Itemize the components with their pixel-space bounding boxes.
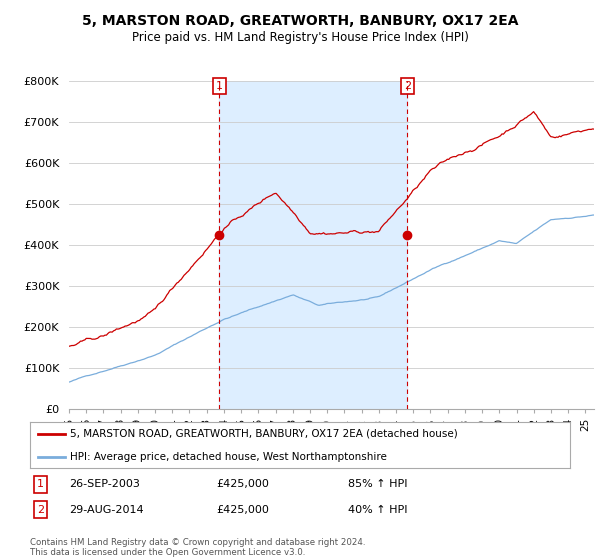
Text: Contains HM Land Registry data © Crown copyright and database right 2024.
This d: Contains HM Land Registry data © Crown c… <box>30 538 365 557</box>
Text: £425,000: £425,000 <box>216 505 269 515</box>
Text: 40% ↑ HPI: 40% ↑ HPI <box>348 505 407 515</box>
Text: £425,000: £425,000 <box>216 479 269 489</box>
Text: 5, MARSTON ROAD, GREATWORTH, BANBURY, OX17 2EA (detached house): 5, MARSTON ROAD, GREATWORTH, BANBURY, OX… <box>71 428 458 438</box>
Text: 5, MARSTON ROAD, GREATWORTH, BANBURY, OX17 2EA: 5, MARSTON ROAD, GREATWORTH, BANBURY, OX… <box>82 14 518 28</box>
Text: Price paid vs. HM Land Registry's House Price Index (HPI): Price paid vs. HM Land Registry's House … <box>131 31 469 44</box>
Text: 1: 1 <box>37 479 44 489</box>
Text: 2: 2 <box>404 81 411 91</box>
Text: 85% ↑ HPI: 85% ↑ HPI <box>348 479 407 489</box>
Text: 2: 2 <box>37 505 44 515</box>
Text: HPI: Average price, detached house, West Northamptonshire: HPI: Average price, detached house, West… <box>71 451 388 461</box>
Bar <box>219 81 407 409</box>
Text: 1: 1 <box>216 81 223 91</box>
Text: 26-SEP-2003: 26-SEP-2003 <box>69 479 140 489</box>
Text: 29-AUG-2014: 29-AUG-2014 <box>69 505 143 515</box>
